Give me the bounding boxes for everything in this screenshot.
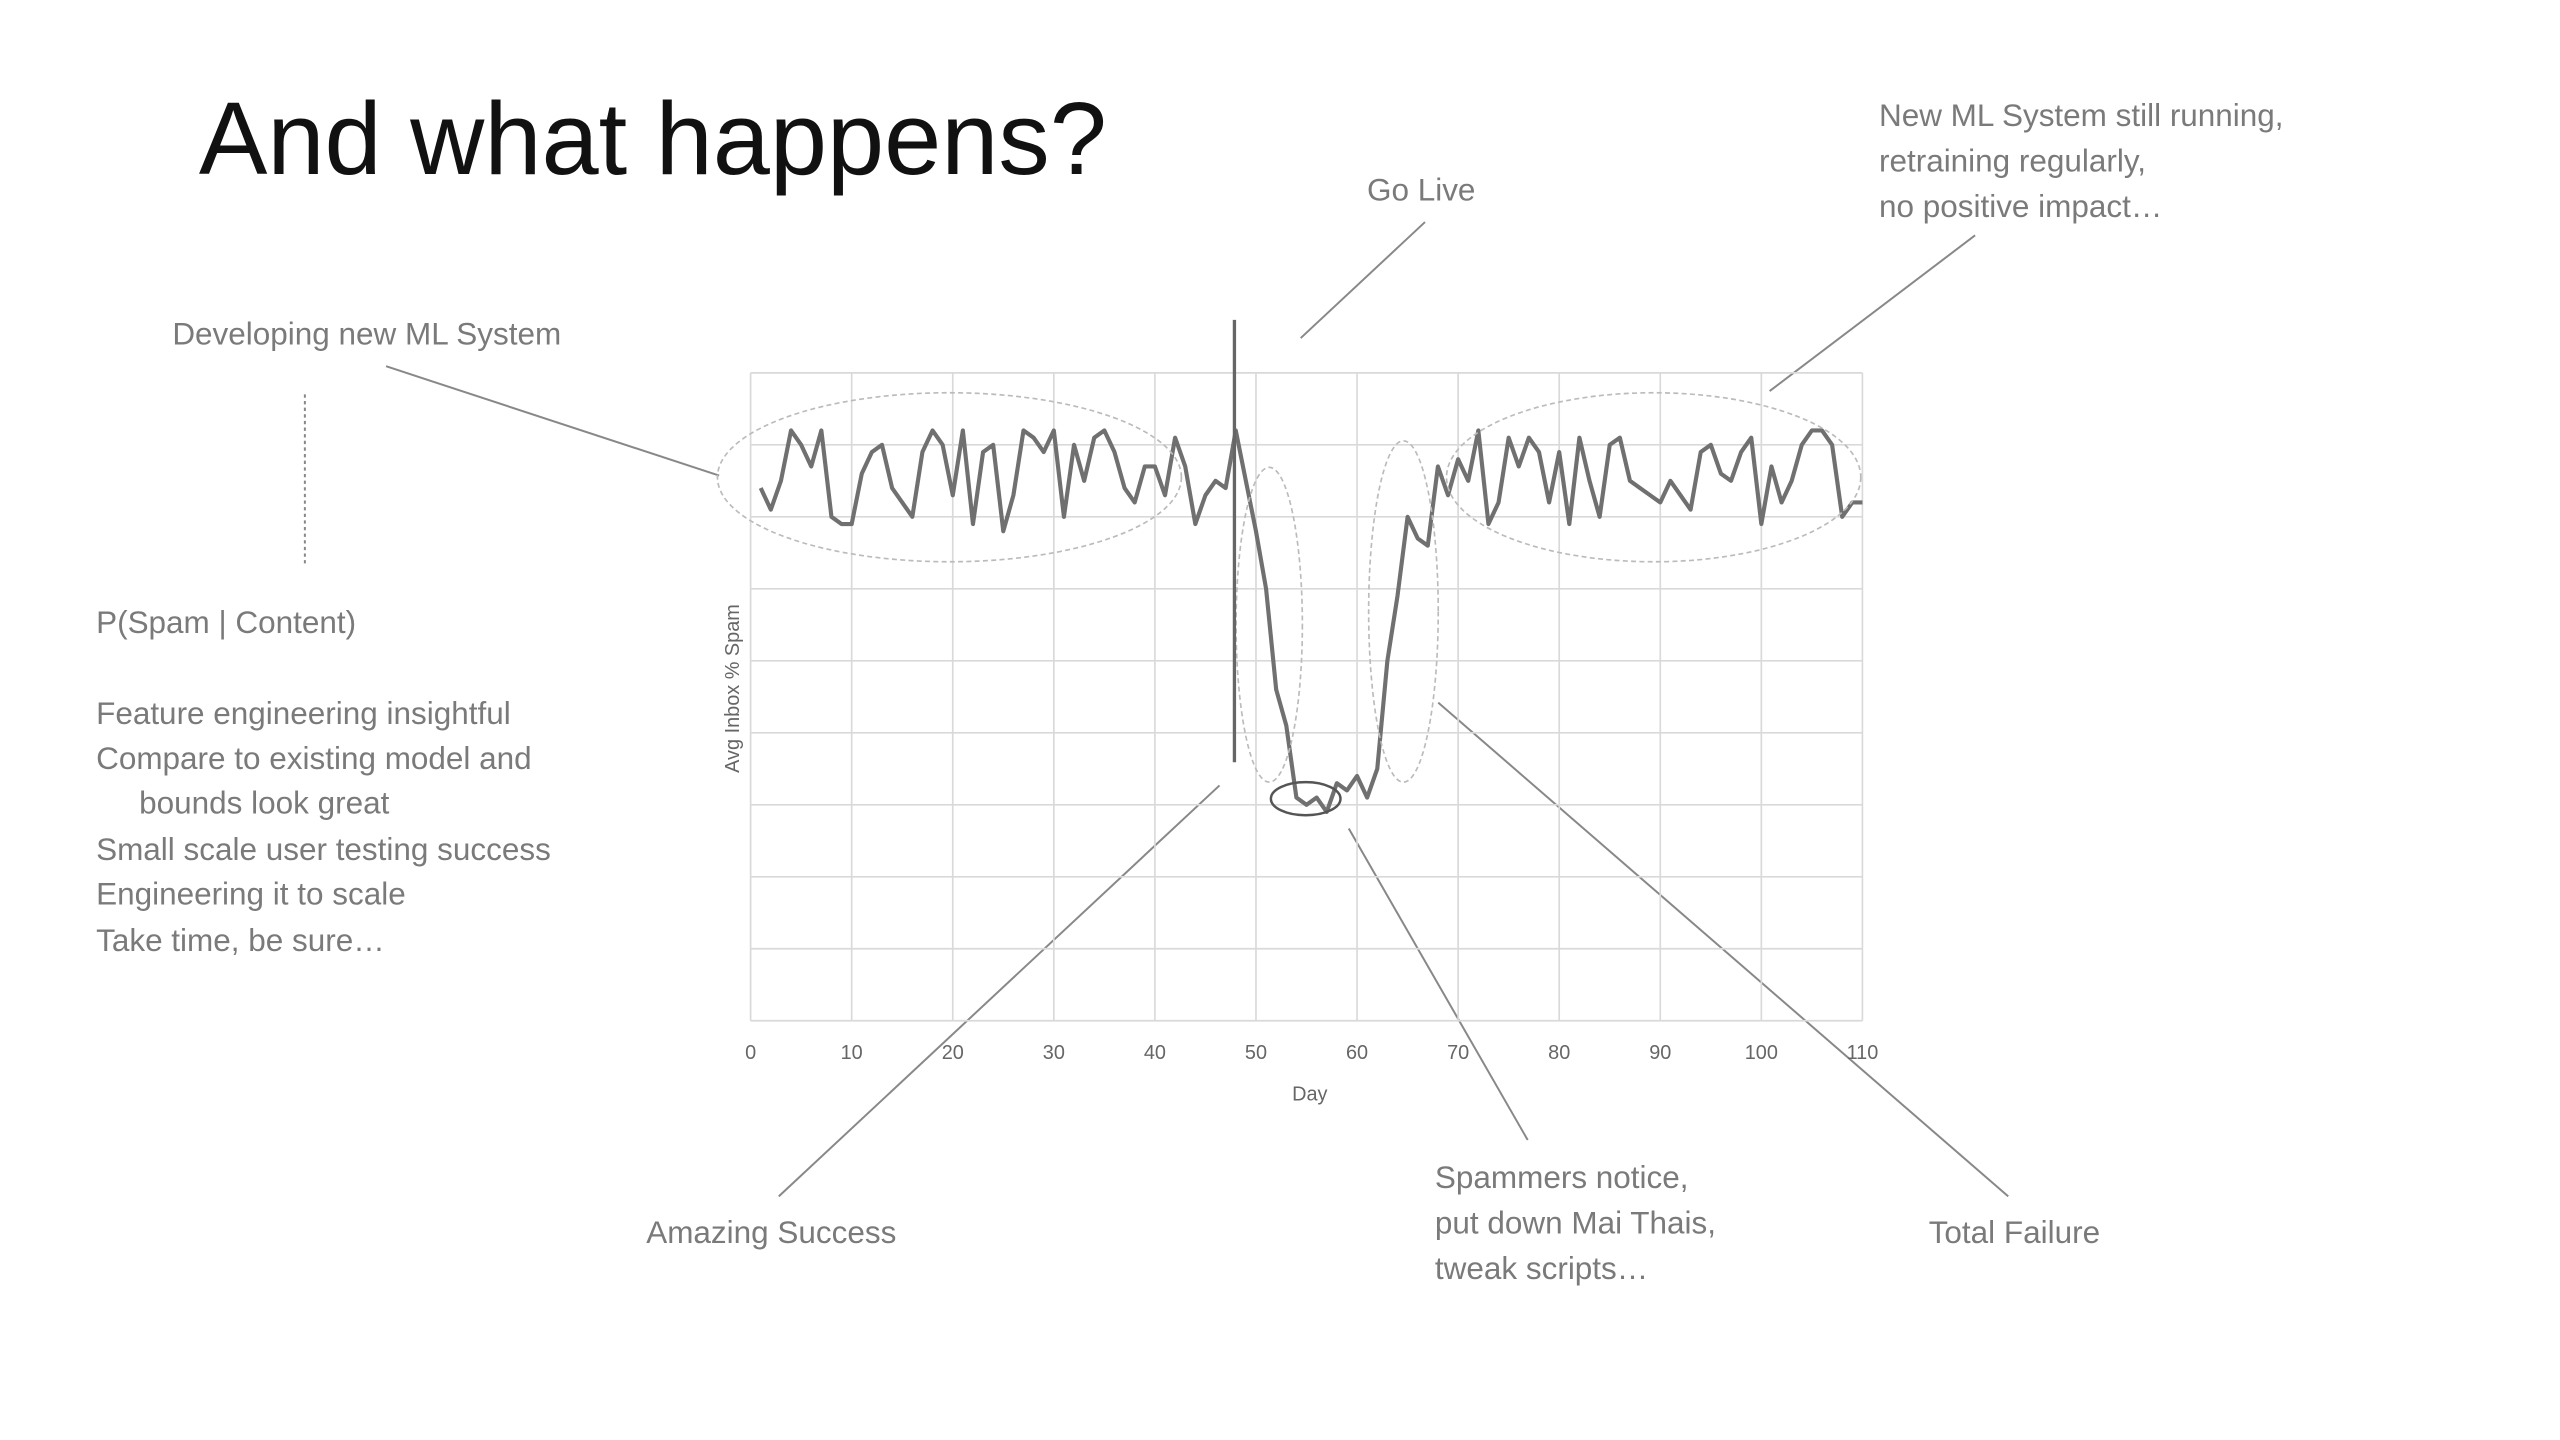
callout-line xyxy=(1300,221,1426,339)
chart: 0 10 20 30 40 50 60 70 80 90 100 110 Day Avg Inbox % … xyxy=(722,372,1879,1105)
note: Compare to existing model and xyxy=(96,741,532,776)
ellipse xyxy=(1269,780,1342,817)
annotation: tweak scripts… xyxy=(1435,1251,1648,1286)
x-tick-label: 40 xyxy=(1144,1042,1166,1064)
annotation: retraining regularly, xyxy=(1879,144,2146,179)
ellipse xyxy=(1445,391,1862,563)
x-tick-label: 90 xyxy=(1649,1042,1671,1064)
callout-line xyxy=(1769,234,1976,392)
x-tick-label: 80 xyxy=(1548,1042,1570,1064)
annotation: Go Live xyxy=(1367,173,1475,208)
x-tick-label: 30 xyxy=(1043,1042,1065,1064)
x-axis-label: Day xyxy=(1292,1083,1327,1105)
callout-line xyxy=(778,784,1221,1198)
x-tick-label: 50 xyxy=(1245,1042,1267,1064)
x-tick-label: 110 xyxy=(1847,1042,1879,1064)
y-axis-label: Avg Inbox % Spam xyxy=(722,604,744,773)
slide-title: And what happens? xyxy=(199,81,1107,196)
annotation: Total Failure xyxy=(1929,1215,2100,1250)
annotation: Amazing Success xyxy=(646,1215,896,1250)
note: Take time, be sure… xyxy=(96,923,385,958)
x-tick-label: 100 xyxy=(1745,1042,1778,1064)
ellipse xyxy=(716,391,1183,563)
annotation: Developing new ML System xyxy=(172,317,561,352)
callout-line xyxy=(385,365,720,477)
x-tick-label: 70 xyxy=(1447,1042,1469,1064)
x-tick-label: 10 xyxy=(841,1042,863,1064)
note: Feature engineering insightful xyxy=(96,696,511,731)
ellipse xyxy=(1367,439,1440,783)
annotation: put down Mai Thais, xyxy=(1435,1206,1716,1241)
note: Engineering it to scale xyxy=(96,877,406,912)
annotation: New ML System still running, xyxy=(1879,98,2284,133)
x-tick-label: 60 xyxy=(1346,1042,1368,1064)
annotation: no positive impact… xyxy=(1879,189,2162,224)
x-tick-label: 0 xyxy=(745,1042,756,1064)
x-tick-label: 20 xyxy=(942,1042,964,1064)
data-line xyxy=(758,428,1863,815)
note: Small scale user testing success xyxy=(96,832,551,867)
annotation: Spammers notice, xyxy=(1435,1160,1689,1195)
highlights xyxy=(716,391,1862,817)
note: P(Spam | Content) xyxy=(96,605,356,640)
note: bounds look great xyxy=(139,786,389,821)
callout-line xyxy=(1347,828,1529,1141)
